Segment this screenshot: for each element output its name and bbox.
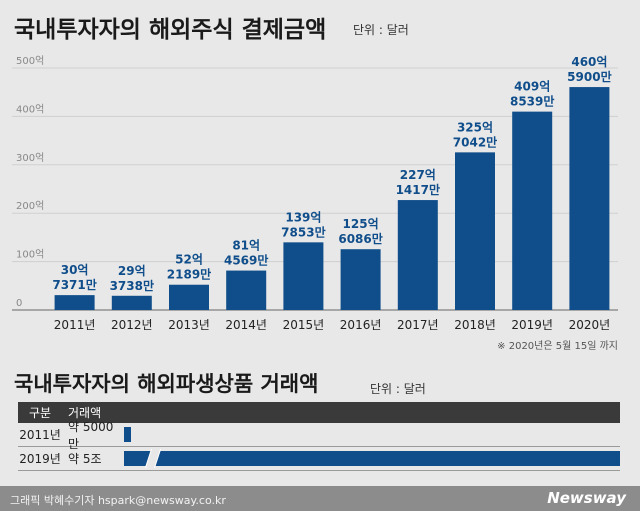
table-row: 2011년 약 5000만 bbox=[18, 420, 620, 451]
derivatives-table: 구분 거래액 2011년 약 5000만 2019년 약 5조 bbox=[18, 402, 620, 471]
footer: 그래픽 박혜수기자 hspark@newsway.co.kr Newsway bbox=[0, 486, 640, 511]
chart2-unit: 단위 : 달러 bbox=[370, 382, 426, 396]
bar-area bbox=[124, 427, 620, 442]
row-year: 2019년 bbox=[19, 452, 61, 466]
data-label-lower: 8539만 bbox=[510, 94, 554, 109]
bar-2019년 bbox=[512, 111, 553, 310]
bar-area bbox=[124, 449, 620, 468]
y-tick-label: 300억 bbox=[16, 152, 44, 164]
data-label-upper: 409억 bbox=[514, 80, 550, 94]
x-tick-label: 2018년 bbox=[454, 318, 496, 332]
data-label-upper: 227억 bbox=[400, 168, 436, 182]
x-tick-label: 2020년 bbox=[569, 318, 611, 332]
x-tick-label: 2011년 bbox=[54, 318, 96, 332]
data-label-lower: 4569만 bbox=[224, 253, 268, 268]
x-tick-label: 2012년 bbox=[111, 318, 153, 332]
data-label-upper: 81억 bbox=[232, 239, 260, 253]
row-year: 2011년 bbox=[19, 428, 61, 442]
bar-2020년 bbox=[569, 87, 610, 311]
x-tick-label: 2017년 bbox=[397, 318, 439, 332]
x-tick-label: 2014년 bbox=[225, 318, 267, 332]
data-label-upper: 52억 bbox=[175, 253, 203, 267]
x-tick-label: 2013년 bbox=[168, 318, 210, 332]
data-label-lower: 7853만 bbox=[281, 224, 325, 239]
data-label-upper: 460억 bbox=[571, 55, 607, 69]
y-tick-label: 100억 bbox=[16, 249, 44, 261]
table-row: 2019년 약 5조 bbox=[18, 447, 620, 471]
data-label-upper: 139억 bbox=[285, 210, 321, 224]
bar-2014년 bbox=[226, 270, 267, 310]
chart1-title: 국내투자자의 해외주식 결제금액 bbox=[14, 17, 327, 43]
bar-2019 bbox=[124, 451, 620, 466]
data-label-upper: 325억 bbox=[457, 120, 493, 134]
data-label-lower: 1417만 bbox=[396, 182, 440, 197]
footer-credit: 그래픽 박혜수기자 hspark@newsway.co.kr bbox=[10, 494, 226, 507]
bar-2011 bbox=[124, 427, 131, 442]
x-tick-label: 2016년 bbox=[340, 318, 382, 332]
data-label-upper: 125억 bbox=[343, 217, 379, 231]
bar-2015년 bbox=[283, 242, 324, 310]
y-tick-label: 400억 bbox=[16, 103, 44, 115]
bar-2017년 bbox=[397, 200, 438, 310]
bar-2018년 bbox=[455, 152, 495, 310]
data-label-lower: 7371만 bbox=[52, 277, 96, 292]
y-tick-label: 200억 bbox=[16, 200, 44, 212]
data-label-upper: 30억 bbox=[61, 263, 89, 277]
bar-2013년 bbox=[169, 284, 209, 310]
row-amount: 약 5조 bbox=[68, 452, 102, 466]
y-tick-label: 0 bbox=[16, 298, 22, 309]
chart1-note: ※ 2020년은 5월 15일 까지 bbox=[497, 341, 618, 352]
chart2-title: 국내투자자의 해외파생상품 거래액 bbox=[14, 372, 319, 396]
bar-2016년 bbox=[340, 249, 381, 310]
header-amount: 거래액 bbox=[68, 406, 102, 420]
data-label-lower: 3738만 bbox=[110, 278, 154, 293]
chart1-unit: 단위 : 달러 bbox=[353, 23, 409, 37]
header-category: 구분 bbox=[28, 406, 52, 420]
bar-2011년 bbox=[54, 295, 95, 310]
newsway-logo: Newsway bbox=[547, 489, 626, 507]
data-label-lower: 7042만 bbox=[453, 134, 497, 149]
data-label-upper: 29억 bbox=[118, 264, 146, 278]
row-amount: 약 5000만 bbox=[68, 419, 114, 451]
y-tick-label: 500억 bbox=[16, 55, 44, 67]
data-label-lower: 2189만 bbox=[167, 267, 211, 282]
x-tick-label: 2019년 bbox=[511, 318, 553, 332]
table-header: 구분 거래액 bbox=[18, 402, 620, 423]
x-tick-label: 2015년 bbox=[283, 318, 325, 332]
bar-2012년 bbox=[111, 295, 152, 310]
data-label-lower: 5900만 bbox=[567, 69, 611, 84]
data-label-lower: 6086만 bbox=[338, 231, 382, 246]
